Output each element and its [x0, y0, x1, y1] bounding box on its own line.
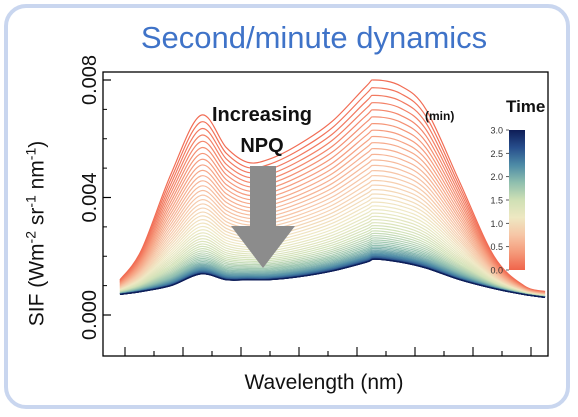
y-tick-label: 0.008: [79, 55, 101, 105]
spectrum-curve: [119, 239, 546, 298]
colorbar-tick-label: 0.0: [490, 266, 503, 276]
spectrum-curve: [119, 159, 546, 295]
x-axis-label: Wavelength (nm): [244, 371, 404, 394]
spectrum-curve: [119, 197, 546, 296]
npq-arrow: [231, 166, 295, 268]
annotation-line-1: Increasing: [212, 104, 312, 126]
spectrum-curve: [119, 87, 546, 293]
spectrum-curve: [119, 116, 546, 294]
colorbar-tick-label: 3.0: [490, 126, 503, 136]
spectrum-curve: [119, 241, 546, 298]
axis-ticks: 0.000 0.004 0.008: [79, 55, 532, 356]
spectrum-curve: [119, 230, 546, 297]
spectrum-curve: [119, 129, 546, 294]
spectrum-curve: [119, 122, 546, 294]
spectrum-curve: [119, 135, 546, 294]
spectrum-curve: [119, 232, 546, 298]
annotation-line-2: NPQ: [240, 135, 283, 157]
spectrum-curve: [119, 102, 546, 293]
colorbar-tick-label: 0.5: [490, 242, 503, 252]
spectrum-curve: [119, 142, 546, 295]
spectrum-curve: [119, 179, 546, 296]
time-colorbar: Time (min) 3.0 2.5 2.0 1.5 1.0 0.5 0.0: [425, 97, 545, 276]
spectrum-curve: [119, 184, 546, 296]
colorbar-tick-label: 2.5: [490, 149, 503, 159]
spectrum-curve: [119, 109, 546, 294]
spectra-curves: [119, 79, 546, 298]
y-tick-label: 0.000: [79, 290, 101, 340]
spectrum-curve: [119, 201, 546, 297]
spectrum-curve: [119, 215, 546, 297]
spectrum-curve: [119, 224, 546, 297]
spectrum-curve: [119, 174, 546, 296]
colorbar-unit: (min): [425, 109, 454, 123]
colorbar-gradient: [509, 130, 525, 270]
colorbar-tick-label: 1.0: [490, 219, 503, 229]
spectrum-curve: [119, 222, 546, 297]
npq-annotation: Increasing NPQ: [212, 104, 312, 268]
colorbar-title: Time: [506, 97, 545, 116]
spectrum-curve: [119, 79, 546, 293]
spectrum-curve: [119, 193, 546, 296]
spectrum-curve: [119, 169, 546, 296]
colorbar-tick-label: 2.0: [490, 172, 503, 182]
colorbar-tick-label: 1.5: [490, 196, 503, 206]
y-axis-label: SIF (Wm-2 sr-1 nm-1): [22, 140, 49, 327]
spectrum-curve: [119, 244, 546, 298]
spectrum-curve: [119, 218, 546, 297]
spectrum-curve: [119, 205, 546, 297]
spectrum-curve: [119, 258, 546, 298]
chart-title: Second/minute dynamics: [140, 20, 488, 55]
spectrum-curve: [119, 94, 546, 293]
spectrum-curve: [119, 188, 546, 296]
spectrum-curve: [119, 153, 546, 295]
spectrum-curve: [119, 235, 546, 298]
spectrum-curve: [119, 227, 546, 297]
spectrum-curve: [119, 237, 546, 298]
spectrum-curve: [119, 243, 546, 298]
y-tick-label: 0.004: [79, 172, 101, 222]
spectrum-curve: [119, 147, 546, 295]
spectrum-curve: [119, 212, 546, 297]
spectrum-curve: [119, 208, 546, 297]
spectrum-curve: [119, 164, 546, 295]
